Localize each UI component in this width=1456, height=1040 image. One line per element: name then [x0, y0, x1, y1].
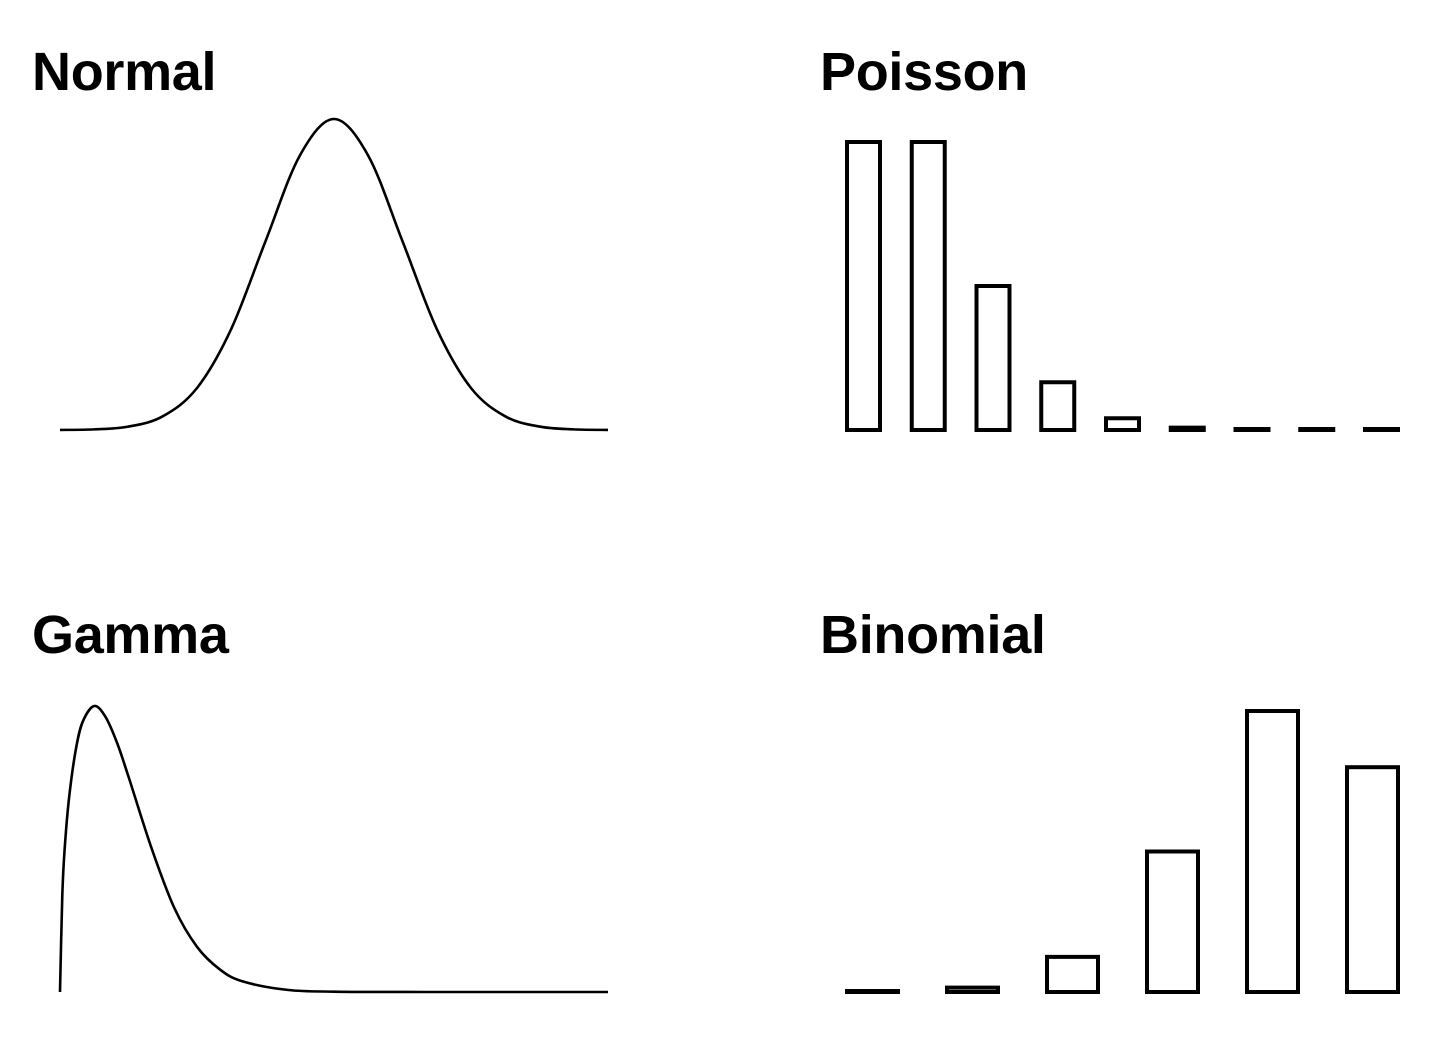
binomial-bar-3 — [1145, 849, 1200, 994]
poisson-bar-6 — [1233, 427, 1271, 432]
poisson-chart — [845, 140, 1400, 433]
gamma-chart — [58, 704, 608, 994]
binomial-bar-4 — [1245, 709, 1300, 994]
normal-title: Normal — [32, 42, 217, 102]
binomial-title: Binomial — [820, 605, 1046, 665]
normal-density-curve — [59, 117, 609, 432]
poisson-bar-0 — [845, 140, 882, 432]
poisson-bar-8 — [1363, 427, 1400, 432]
gamma-title: Gamma — [32, 605, 229, 665]
poisson-bar-7 — [1298, 427, 1336, 432]
binomial-bar-0 — [845, 989, 900, 994]
poisson-bar-2 — [974, 284, 1012, 432]
poisson-bar-5 — [1168, 425, 1206, 432]
normal-chart — [59, 117, 609, 432]
poisson-bar-3 — [1039, 380, 1077, 433]
binomial-bar-1 — [945, 985, 1000, 994]
poisson-bar-1 — [909, 140, 947, 432]
binomial-bar-5 — [1345, 765, 1400, 995]
binomial-bar-2 — [1045, 954, 1100, 995]
poisson-bar-4 — [1104, 416, 1141, 433]
gamma-density-curve — [58, 704, 608, 994]
poisson-title: Poisson — [820, 42, 1028, 102]
